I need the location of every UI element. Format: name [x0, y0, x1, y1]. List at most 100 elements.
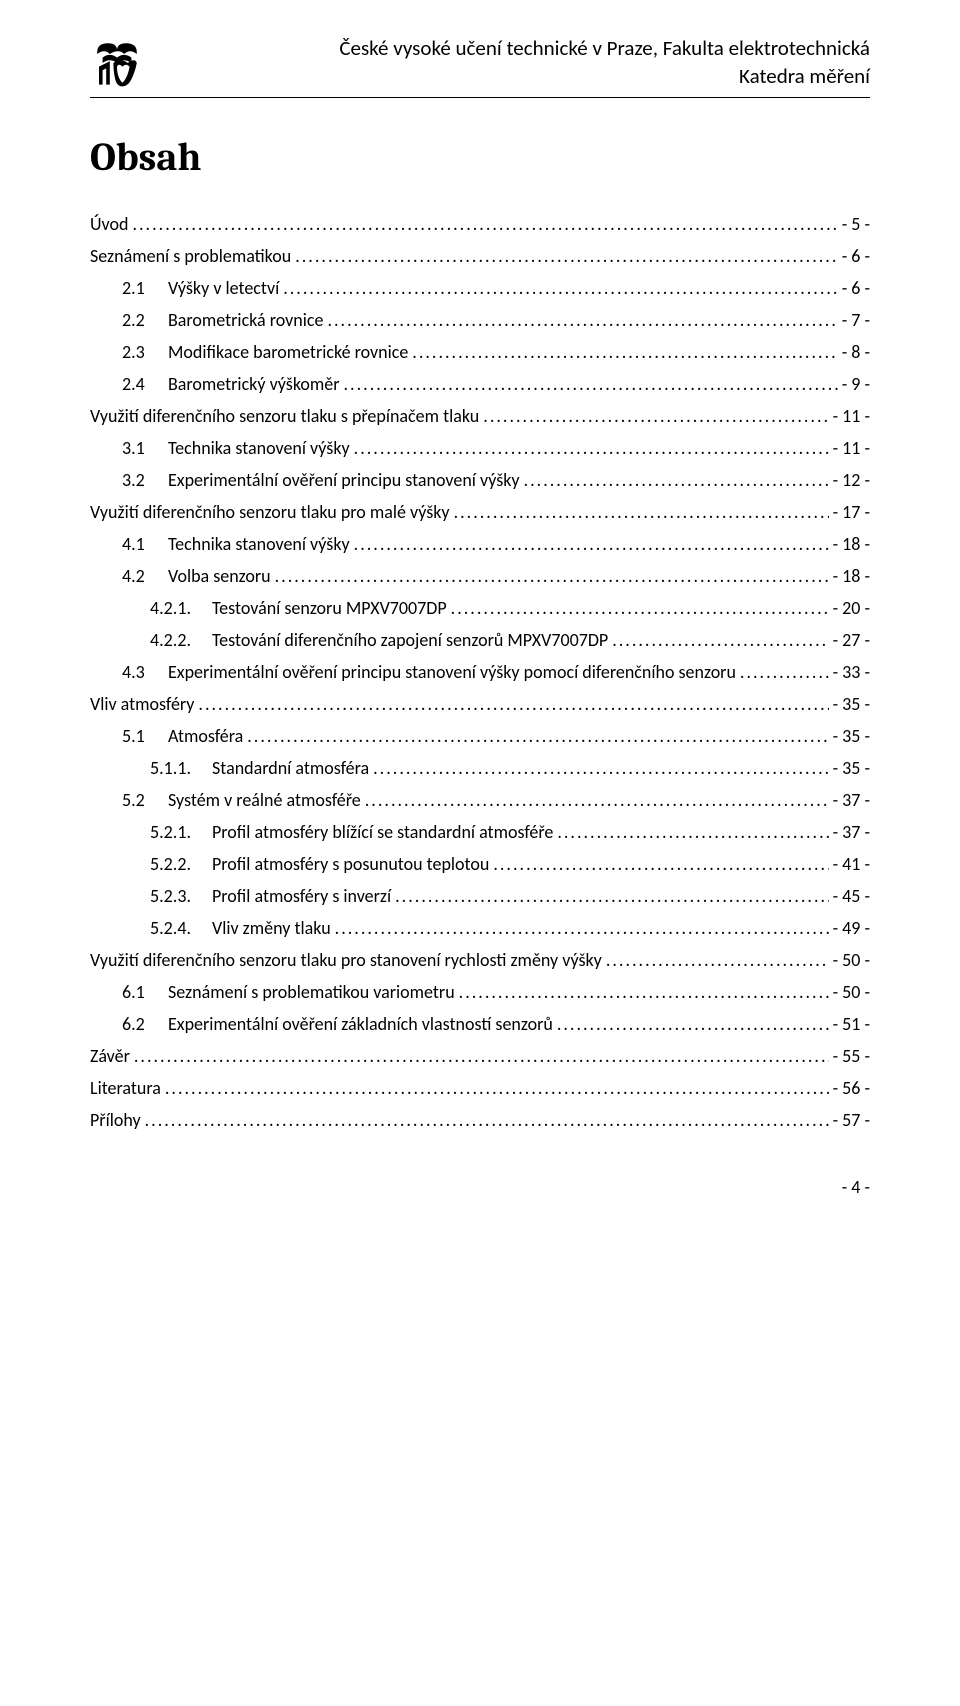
toc-entry-number: 2.2 — [122, 311, 168, 329]
toc-entry-number: 2.3 — [122, 343, 168, 361]
toc-entry-page: - 5 - — [838, 215, 870, 233]
toc-entry[interactable]: 3.1Technika stanovení výšky - 11 - — [90, 432, 870, 464]
toc-entry-page: - 45 - — [829, 887, 870, 905]
toc-entry-page: - 50 - — [829, 951, 870, 969]
toc-entry-label: 4.3Experimentální ověření principu stano… — [122, 663, 736, 681]
toc-entry-title: Testování diferenčního zapojení senzorů … — [212, 629, 608, 651]
toc-entry[interactable]: 4.3Experimentální ověření principu stano… — [90, 656, 870, 688]
toc-entry-title: Standardní atmosféra — [212, 757, 369, 779]
toc-entry[interactable]: 2.1Výšky v letectví - 6 - — [90, 272, 870, 304]
toc-entry-label: 6.1Seznámení s problematikou variometru — [122, 983, 455, 1001]
toc-entry-number: 4.2.1. — [150, 599, 212, 617]
toc-entry[interactable]: Závěr- 55 - — [90, 1040, 870, 1072]
toc-entry-page: - 7 - — [838, 311, 870, 329]
toc-entry[interactable]: 2.2Barometrická rovnice- 7 - — [90, 304, 870, 336]
toc-leader-dots — [608, 631, 828, 649]
toc-entry-page: - 6 - — [838, 247, 870, 265]
header-line-2: Katedra měření — [156, 62, 870, 90]
toc-entry-page: - 18 - — [829, 567, 870, 585]
toc-entry[interactable]: 5.2Systém v reálné atmosféře- 37 - — [90, 784, 870, 816]
toc-entry-number: 4.1 — [122, 535, 168, 553]
toc-leader-dots — [323, 311, 837, 329]
toc-entry-page: - 6 - — [838, 279, 870, 297]
toc-entry-label: 2.1Výšky v letectví — [122, 279, 279, 297]
toc-entry[interactable]: 3.2Experimentální ověření principu stano… — [90, 464, 870, 496]
toc-entry-number: 5.2.4. — [150, 919, 212, 937]
toc-entry[interactable]: Využití diferenčního senzoru tlaku s pře… — [90, 400, 870, 432]
document-page: České vysoké učení technické v Praze, Fa… — [0, 0, 960, 1706]
toc-entry[interactable]: Vliv atmosféry- 35 - — [90, 688, 870, 720]
toc-entry[interactable]: Úvod- 5 - — [90, 208, 870, 240]
page-header: České vysoké učení technické v Praze, Fa… — [90, 34, 870, 98]
toc-leader-dots — [194, 695, 828, 713]
page-number: - 4 - — [90, 1176, 870, 1198]
toc-entry[interactable]: 5.2.2.Profil atmosféry s posunutou teplo… — [90, 848, 870, 880]
toc-entry[interactable]: 5.2.4.Vliv změny tlaku- 49 - — [90, 912, 870, 944]
toc-leader-dots — [243, 727, 828, 745]
toc-entry-title: Přílohy — [90, 1109, 141, 1131]
toc-entry-title: Volba senzoru — [168, 565, 271, 587]
toc-entry-title: Technika stanovení výšky — [168, 533, 350, 555]
toc-leader-dots — [391, 887, 828, 905]
toc-entry-label: Seznámení s problematikou — [90, 247, 291, 265]
toc-entry-title: Modifikace barometrické rovnice — [168, 341, 408, 363]
toc-entry-label: Přílohy — [90, 1111, 141, 1129]
toc-entry-label: 2.4Barometrický výškoměr — [122, 375, 340, 393]
toc-entry[interactable]: Seznámení s problematikou - 6 - — [90, 240, 870, 272]
toc-leader-dots — [736, 663, 829, 681]
toc-entry[interactable]: 2.4Barometrický výškoměr- 9 - — [90, 368, 870, 400]
toc-entry-title: Barometrický výškoměr — [168, 373, 340, 395]
toc-leader-dots — [602, 951, 829, 969]
toc-entry-number: 2.1 — [122, 279, 168, 297]
toc-entry-number: 5.1.1. — [150, 759, 212, 777]
toc-leader-dots — [553, 1015, 829, 1033]
toc-entry[interactable]: Využití diferenčního senzoru tlaku pro s… — [90, 944, 870, 976]
toc-entry[interactable]: 5.1.1.Standardní atmosféra- 35 - — [90, 752, 870, 784]
toc-entry-page: - 11 - — [829, 407, 870, 425]
toc-entry[interactable]: 4.1Technika stanovení výšky- 18 - — [90, 528, 870, 560]
toc-leader-dots — [520, 471, 829, 489]
toc-entry[interactable]: Přílohy - 57 - — [90, 1104, 870, 1136]
toc-entry-title: Testování senzoru MPXV7007DP — [212, 597, 447, 619]
toc-entry-label: Využití diferenčního senzoru tlaku pro m… — [90, 503, 450, 521]
toc-entry-page: - 49 - — [829, 919, 870, 937]
toc-leader-dots — [350, 439, 829, 457]
toc-entry-page: - 11 - — [829, 439, 870, 457]
toc-entry-number: 4.2 — [122, 567, 168, 585]
toc-entry-label: 5.1.1.Standardní atmosféra — [150, 759, 369, 777]
toc-entry[interactable]: 6.2Experimentální ověření základních vla… — [90, 1008, 870, 1040]
toc-entry-page: - 51 - — [829, 1015, 870, 1033]
toc-leader-dots — [450, 503, 829, 521]
toc-entry-label: Vliv atmosféry — [90, 695, 194, 713]
toc-entry[interactable]: Literatura- 56 - — [90, 1072, 870, 1104]
toc-leader-dots — [408, 343, 837, 361]
toc-entry-title: Seznámení s problematikou — [90, 245, 291, 267]
toc-entry-title: Systém v reálné atmosféře — [168, 789, 361, 811]
toc-entry-title: Profil atmosféry blížící se standardní a… — [212, 821, 553, 843]
toc-entry[interactable]: 6.1Seznámení s problematikou variometru -… — [90, 976, 870, 1008]
toc-entry-number: 4.2.2. — [150, 631, 212, 649]
toc-leader-dots — [447, 599, 829, 617]
toc-entry[interactable]: 5.2.1.Profil atmosféry blížící se standa… — [90, 816, 870, 848]
toc-leader-dots — [291, 247, 837, 265]
toc-entry-page: - 57 - — [829, 1111, 870, 1129]
toc-entry-title: Využití diferenčního senzoru tlaku s pře… — [90, 405, 479, 427]
toc-entry-title: Seznámení s problematikou variometru — [168, 981, 455, 1003]
toc-entry[interactable]: 4.2.2.Testování diferenčního zapojení se… — [90, 624, 870, 656]
toc-entry-label: 3.1Technika stanovení výšky — [122, 439, 350, 457]
toc-entry[interactable]: 4.2.1.Testování senzoru MPXV7007DP- 20 - — [90, 592, 870, 624]
toc-entry[interactable]: 2.3Modifikace barometrické rovnice- 8 - — [90, 336, 870, 368]
toc-entry-page: - 56 - — [829, 1079, 870, 1097]
toc-entry-page: - 50 - — [829, 983, 870, 1001]
toc-entry-label: 6.2Experimentální ověření základních vla… — [122, 1015, 553, 1033]
toc-entry-page: - 17 - — [829, 503, 870, 521]
toc-entry[interactable]: 5.2.3.Profil atmosféry s inverzí- 45 - — [90, 880, 870, 912]
toc-entry-title: Experimentální ověření principu stanoven… — [168, 469, 520, 491]
toc-entry-label: 4.2.1.Testování senzoru MPXV7007DP — [150, 599, 447, 617]
toc-entry-page: - 37 - — [829, 823, 870, 841]
toc-entry[interactable]: 4.2Volba senzoru - 18 - — [90, 560, 870, 592]
toc-entry-label: 5.2.2.Profil atmosféry s posunutou teplo… — [150, 855, 489, 873]
toc-entry[interactable]: 5.1Atmosféra- 35 - — [90, 720, 870, 752]
toc-entry-number: 5.1 — [122, 727, 168, 745]
toc-entry[interactable]: Využití diferenčního senzoru tlaku pro m… — [90, 496, 870, 528]
